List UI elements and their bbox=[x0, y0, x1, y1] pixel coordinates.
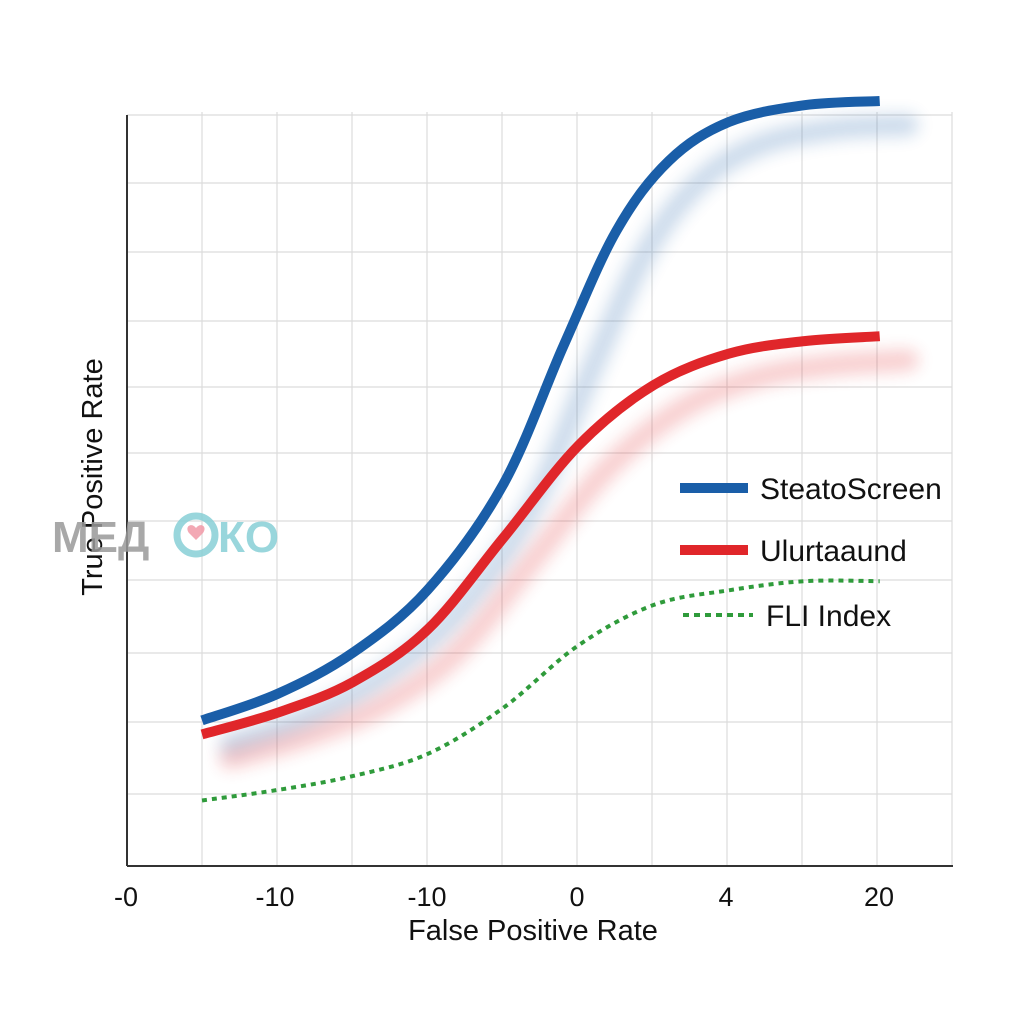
x-tick-label: 20 bbox=[864, 882, 894, 912]
watermark-eye-icon bbox=[173, 512, 219, 558]
x-tick-label: -0 bbox=[114, 882, 138, 912]
legend-label-ulurtaaund: Ulurtaaund bbox=[760, 535, 907, 568]
x-tick-label: -10 bbox=[255, 882, 294, 912]
ulurtaaund-line bbox=[200, 331, 881, 740]
x-tick-label: -10 bbox=[407, 882, 446, 912]
legend-label-steatoscreen: SteatoScreen bbox=[760, 473, 942, 506]
y-axis-title: True Positive Rate bbox=[77, 358, 109, 595]
legend-label-fli-index: FLI Index bbox=[766, 600, 891, 633]
fli-index-line bbox=[201, 578, 880, 803]
x-tick-label: 4 bbox=[718, 882, 733, 912]
x-tick-labels: -0 -10 -10 0 4 20 bbox=[114, 882, 894, 912]
ulurtaaund-shadow bbox=[219, 349, 919, 770]
watermark: МЕД КО bbox=[52, 512, 279, 562]
legend: SteatoScreen Ulurtaaund FLI Index bbox=[680, 473, 942, 633]
steatoscreen-line bbox=[200, 96, 880, 726]
series-shadows bbox=[219, 114, 919, 770]
x-tick-label: 0 bbox=[569, 882, 584, 912]
x-axis-title: False Positive Rate bbox=[408, 915, 658, 947]
series-lines bbox=[200, 96, 881, 803]
watermark-text-right: КО bbox=[218, 513, 279, 562]
steatoscreen-shadow bbox=[219, 114, 919, 756]
watermark-text-left: МЕД bbox=[52, 513, 149, 562]
